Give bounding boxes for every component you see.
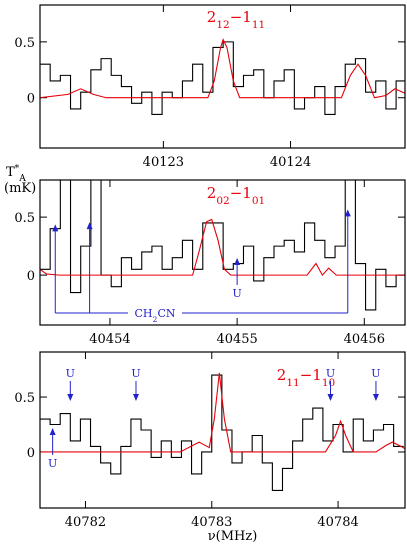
arrow-head — [49, 428, 56, 435]
marker-label: U — [371, 367, 380, 380]
y-tick-label: 0.5 — [14, 36, 35, 51]
frame — [39, 179, 406, 326]
transition-label-part: 1 — [242, 8, 252, 26]
y-axis-unit: (mK) — [4, 181, 36, 196]
arrow-head — [67, 394, 74, 401]
model-fit — [40, 38, 405, 99]
transition-label: 202−101 — [207, 184, 265, 207]
marker-label: U — [232, 287, 241, 300]
y-axis-label-part: A — [18, 174, 26, 184]
transition-label-part: 02 — [216, 195, 229, 207]
arrow-head — [132, 394, 139, 401]
spectrum — [40, 41, 405, 116]
transition-label-part: 1 — [312, 366, 322, 384]
frame — [39, 351, 406, 509]
bracket-label-part: 2 — [153, 315, 158, 324]
marker-label: U — [131, 367, 140, 380]
y-tick-label: 0 — [27, 269, 35, 284]
x-tick-label: 40454 — [89, 332, 130, 347]
spectrum — [40, 180, 405, 311]
plot-area — [40, 372, 405, 491]
transition-label-part: 11 — [252, 19, 265, 31]
marker-label: U — [48, 457, 57, 470]
plot-area — [40, 180, 405, 311]
transition-label: 212−111 — [207, 8, 265, 31]
arrow-head — [52, 224, 59, 232]
transition-label: 211−110 — [277, 366, 335, 389]
model-fit — [40, 218, 405, 277]
transition-label-part: 2 — [277, 366, 287, 384]
x-tick-label: 40784 — [317, 515, 358, 530]
transition-label-part: 2 — [207, 8, 217, 26]
x-axis-label: ν(MHz) — [208, 529, 258, 544]
y-tick-label: 0.5 — [14, 211, 35, 226]
arrow-head — [327, 394, 334, 401]
transition-label-part: − — [300, 366, 313, 384]
arrow-head — [86, 222, 93, 230]
marker-label: U — [66, 367, 75, 380]
x-tick-label: 40123 — [143, 155, 184, 170]
y-axis-label-part: * — [15, 164, 20, 174]
arrow-head — [234, 258, 241, 265]
x-tick-label: 40783 — [191, 515, 232, 530]
transition-label-part: 11 — [286, 377, 299, 389]
transition-label-part: 01 — [252, 195, 265, 207]
x-tick-label: 40782 — [65, 515, 106, 530]
model-fit — [40, 372, 405, 453]
bracket-label: CH2CN — [135, 307, 176, 324]
transition-label-part: − — [230, 184, 243, 202]
y-axis-label-part: T — [6, 165, 15, 180]
arrow-head — [344, 209, 351, 217]
arrow-head — [372, 394, 379, 401]
y-tick-label: 0 — [27, 446, 35, 461]
bracket-label-part: CH — [135, 307, 153, 320]
transition-label-part: − — [230, 8, 243, 26]
y-tick-label: 0.5 — [14, 391, 35, 406]
y-tick-label: 0 — [27, 92, 35, 107]
transition-label-part: 12 — [216, 19, 229, 31]
bracket-label-part: CN — [157, 307, 175, 320]
transition-label-part: 2 — [207, 184, 217, 202]
y-axis-label: T*A — [6, 164, 26, 184]
x-tick-label: 40455 — [216, 332, 257, 347]
x-tick-label: 40124 — [270, 155, 311, 170]
transition-label-part: 1 — [242, 184, 252, 202]
plot-area — [40, 38, 405, 116]
label-bg — [128, 306, 182, 320]
marker-label: U — [326, 367, 335, 380]
x-tick-label: 40456 — [344, 332, 385, 347]
transition-label-part: 10 — [322, 377, 335, 389]
frame — [39, 4, 406, 149]
